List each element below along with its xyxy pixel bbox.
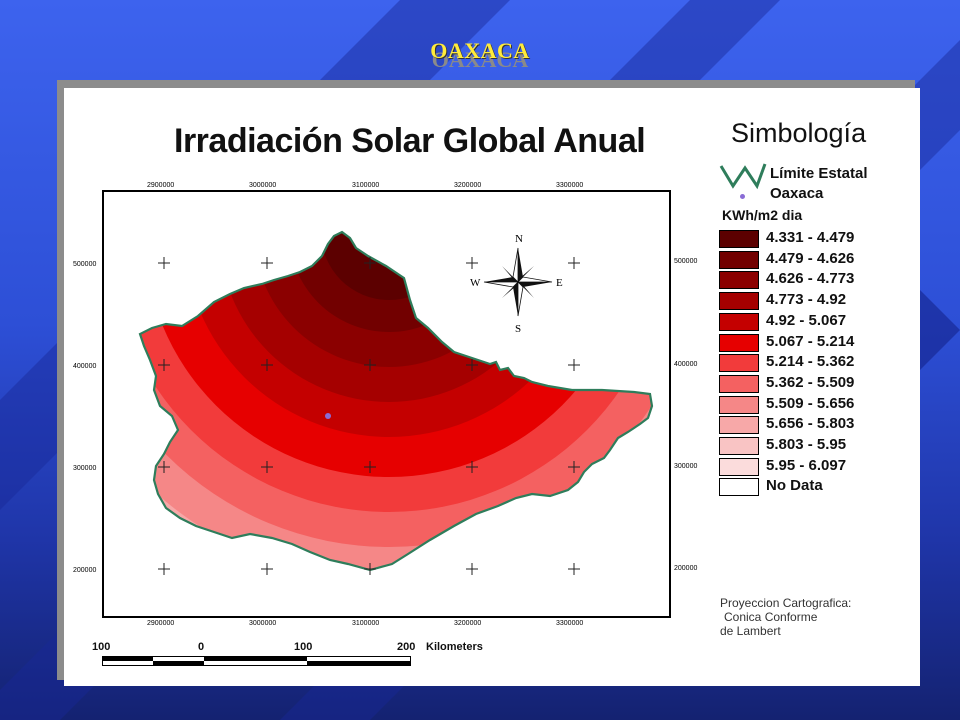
legend-unit: KWh/m2 dia <box>722 207 803 223</box>
scale-bar-segment <box>103 657 153 661</box>
y-tick-left: 500000 <box>73 261 97 268</box>
legend-class-row: 5.95 - 6.097 <box>719 456 919 476</box>
boundary-legend-label: Límite Estatal <box>770 165 868 182</box>
legend-class-label: 4.331 - 4.479 <box>766 229 855 246</box>
legend-swatch <box>719 395 759 414</box>
compass-rose: N S E W <box>470 233 563 335</box>
slide-title-shadow: OAXACA <box>431 47 529 72</box>
legend-swatch <box>719 271 759 290</box>
scale-bar-segment <box>204 657 307 661</box>
legend-class-label: 4.773 - 4.92 <box>766 291 847 309</box>
scale-bar <box>102 656 411 666</box>
y-tick-left: 300000 <box>73 465 97 472</box>
compass-east: E <box>556 277 563 289</box>
scale-label: 0 <box>198 641 205 653</box>
legend-swatch <box>719 250 759 269</box>
legend-class-label: 5.95 - 6.097 <box>766 456 847 474</box>
point-legend-label: Oaxaca <box>770 185 824 202</box>
x-tick-bottom: 3200000 <box>454 620 482 627</box>
legend-class-label: 5.214 - 5.362 <box>766 353 855 371</box>
legend-class-row: 4.773 - 4.92 <box>719 291 919 311</box>
boundary-legend-icon <box>719 163 767 190</box>
legend-class-label: 4.92 - 5.067 <box>766 311 847 329</box>
scale-label: 200 <box>397 641 416 653</box>
legend-class-row: 5.509 - 5.656 <box>719 394 919 414</box>
legend-class-label: 5.803 - 5.95 <box>766 436 847 453</box>
grid-crosses <box>158 257 580 575</box>
legend-class-row: 5.214 - 5.362 <box>719 353 919 373</box>
scale-label: 100 <box>294 641 313 653</box>
projection-note: Proyeccion Cartografica: Conica Conforme… <box>720 596 851 638</box>
x-tick-top: 3100000 <box>352 182 380 189</box>
legend-class-row: 5.362 - 5.509 <box>719 373 919 393</box>
y-tick-right: 300000 <box>674 463 698 470</box>
legend-class-row: 4.92 - 5.067 <box>719 311 919 331</box>
legend-swatch <box>719 354 759 373</box>
legend-class-row: 4.626 - 4.773 <box>719 270 919 290</box>
y-tick-right: 500000 <box>674 258 698 265</box>
legend-swatch <box>719 437 759 455</box>
x-tick-top: 3300000 <box>556 182 584 189</box>
legend-swatch <box>719 333 759 352</box>
x-tick-bottom: 3000000 <box>249 620 277 627</box>
legend-class-label: 5.509 - 5.656 <box>766 394 855 412</box>
compass-south: S <box>515 323 521 335</box>
x-tick-top: 3200000 <box>454 182 482 189</box>
scale-unit: Kilometers <box>426 641 483 653</box>
y-tick-left: 400000 <box>73 363 97 370</box>
legend-class-label: 5.362 - 5.509 <box>766 373 855 391</box>
x-tick-bottom: 2900000 <box>147 620 175 627</box>
legend-class-row: 4.331 - 4.479 <box>719 229 919 248</box>
legend-class-row: 5.067 - 5.214 <box>719 332 919 352</box>
x-tick-top: 2900000 <box>147 182 175 189</box>
legend-class-label: No Data <box>766 477 823 495</box>
y-tick-right: 200000 <box>674 565 698 572</box>
legend-swatch <box>719 230 759 248</box>
slide-title: OAXACA <box>430 38 530 63</box>
background-arrow <box>920 290 960 370</box>
projection-line: Proyeccion Cartografica: <box>720 596 852 610</box>
scale-bar-segment <box>153 661 204 665</box>
legend-swatch <box>719 374 759 393</box>
legend-class-row: 4.479 - 4.626 <box>719 249 919 269</box>
scale-label: 100 <box>92 641 111 653</box>
legend-class-row: 5.656 - 5.803 <box>719 415 919 435</box>
map-frame: Irradiación Solar Global Anual 2900000 3… <box>64 88 920 686</box>
state-boundary <box>138 230 654 572</box>
legend-class-label: 5.656 - 5.803 <box>766 415 855 433</box>
x-tick-bottom: 3300000 <box>556 620 584 627</box>
x-tick-bottom: 3100000 <box>352 620 380 627</box>
legend-class-label: 4.479 - 4.626 <box>766 249 855 267</box>
legend-swatch <box>719 292 759 311</box>
y-tick-right: 400000 <box>674 361 698 368</box>
legend-swatch <box>719 312 759 331</box>
oaxaca-city-point <box>325 413 331 419</box>
legend-title: Simbología <box>731 118 867 148</box>
compass-west: W <box>470 277 481 289</box>
projection-line: de Lambert <box>720 624 781 638</box>
map-area: N S E W <box>102 190 671 618</box>
compass-north: N <box>515 233 523 245</box>
scale-bar-segment <box>307 661 410 665</box>
legend-swatch <box>719 457 759 476</box>
irradiation-bands <box>140 232 652 570</box>
map-title: Irradiación Solar Global Anual <box>174 122 646 160</box>
irradiation-map: N S E W <box>138 230 654 575</box>
projection-line: Conica Conforme <box>724 610 818 624</box>
x-tick-top: 3000000 <box>249 182 277 189</box>
y-tick-left: 200000 <box>73 567 97 574</box>
point-legend-icon <box>740 194 745 199</box>
legend-swatch <box>719 416 759 435</box>
legend-swatch <box>719 478 759 497</box>
legend-class-row: 5.803 - 5.95 <box>719 436 919 455</box>
legend-class-label: 5.067 - 5.214 <box>766 332 855 350</box>
legend-class-label: 4.626 - 4.773 <box>766 270 855 288</box>
legend-class-row: No Data <box>719 477 919 497</box>
